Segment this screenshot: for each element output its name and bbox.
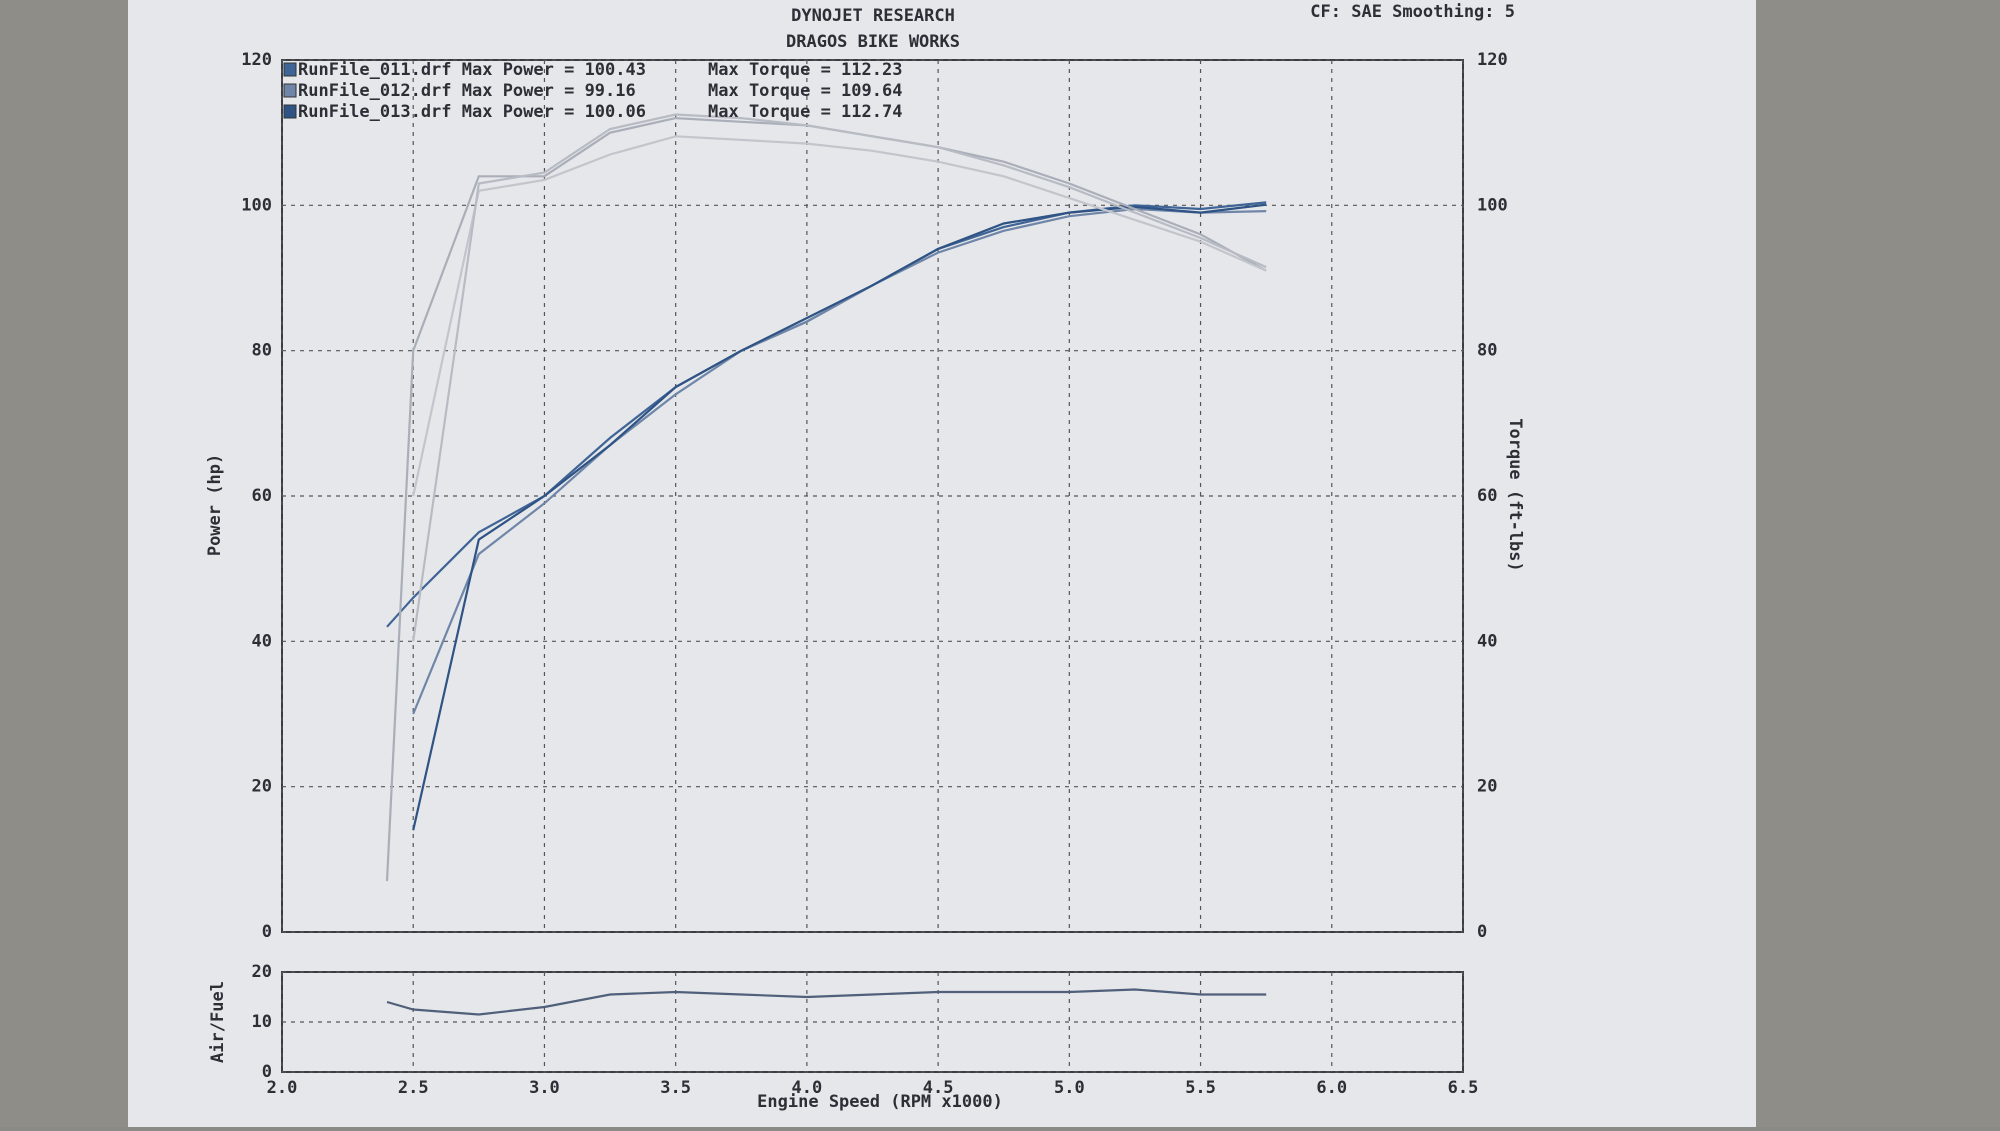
- settings-note: CF: SAE Smoothing: 5: [1310, 2, 1515, 22]
- legend-entry: RunFile_012.drf Max Power = 99.16: [298, 81, 636, 101]
- y2-tick-label: 60: [1477, 486, 1497, 506]
- legend-entry: Max Torque = 112.23: [708, 60, 902, 80]
- legend-entry: Max Torque = 112.74: [708, 102, 902, 122]
- y-tick-label: 60: [252, 486, 272, 506]
- data-line: [412, 207, 1267, 715]
- x-tick-label: 3.5: [660, 1078, 691, 1098]
- y2-tick-label: 120: [1477, 50, 1508, 70]
- y-tick-label: 20: [252, 962, 272, 982]
- y2-tick-label: 20: [1477, 777, 1497, 797]
- data-line: [412, 135, 1267, 497]
- y-tick-label: 120: [241, 50, 272, 70]
- chart-title: DYNOJET RESEARCH: [791, 6, 955, 26]
- y2-axis-label: Torque (ft-lbs): [1505, 418, 1525, 572]
- legend-swatch: [283, 83, 297, 98]
- chart-subtitle: DRAGOS BIKE WORKS: [786, 32, 960, 52]
- x-tick-label: 6.5: [1448, 1078, 1479, 1098]
- data-line: [386, 988, 1267, 1016]
- y-tick-label: 100: [241, 195, 272, 215]
- legend-entry: Max Torque = 109.64: [708, 81, 902, 101]
- y2-tick-label: 80: [1477, 341, 1497, 361]
- x-tick-label: 2.0: [267, 1078, 298, 1098]
- y2-tick-label: 0: [1477, 922, 1487, 942]
- x-axis-label: Engine Speed (RPM x1000): [757, 1092, 1003, 1112]
- data-line: [412, 113, 1267, 642]
- y-tick-label: 20: [252, 777, 272, 797]
- legend-entry: RunFile_013.drf Max Power = 100.06: [298, 102, 646, 122]
- legend-swatch: [283, 104, 297, 119]
- legend-entry: RunFile_011.drf Max Power = 100.43: [298, 60, 646, 80]
- af-axis-label: Air/Fuel: [208, 981, 228, 1063]
- y-tick-label: 40: [252, 631, 272, 651]
- x-tick-label: 5.5: [1185, 1078, 1216, 1098]
- x-tick-label: 2.5: [398, 1078, 429, 1098]
- y-tick-label: 0: [262, 1062, 272, 1082]
- y-axis-label: Power (hp): [205, 454, 225, 556]
- x-tick-label: 3.0: [529, 1078, 560, 1098]
- x-tick-label: 6.0: [1316, 1078, 1347, 1098]
- paper: [128, 0, 1756, 1127]
- y2-tick-label: 100: [1477, 195, 1508, 215]
- y2-tick-label: 40: [1477, 631, 1497, 651]
- y-tick-label: 0: [262, 922, 272, 942]
- y-tick-label: 10: [252, 1012, 272, 1032]
- x-tick-label: 4.5: [923, 1078, 954, 1098]
- x-tick-label: 4.0: [792, 1078, 823, 1098]
- legend-swatch: [283, 62, 297, 77]
- y-tick-label: 80: [252, 341, 272, 361]
- x-tick-label: 5.0: [1054, 1078, 1085, 1098]
